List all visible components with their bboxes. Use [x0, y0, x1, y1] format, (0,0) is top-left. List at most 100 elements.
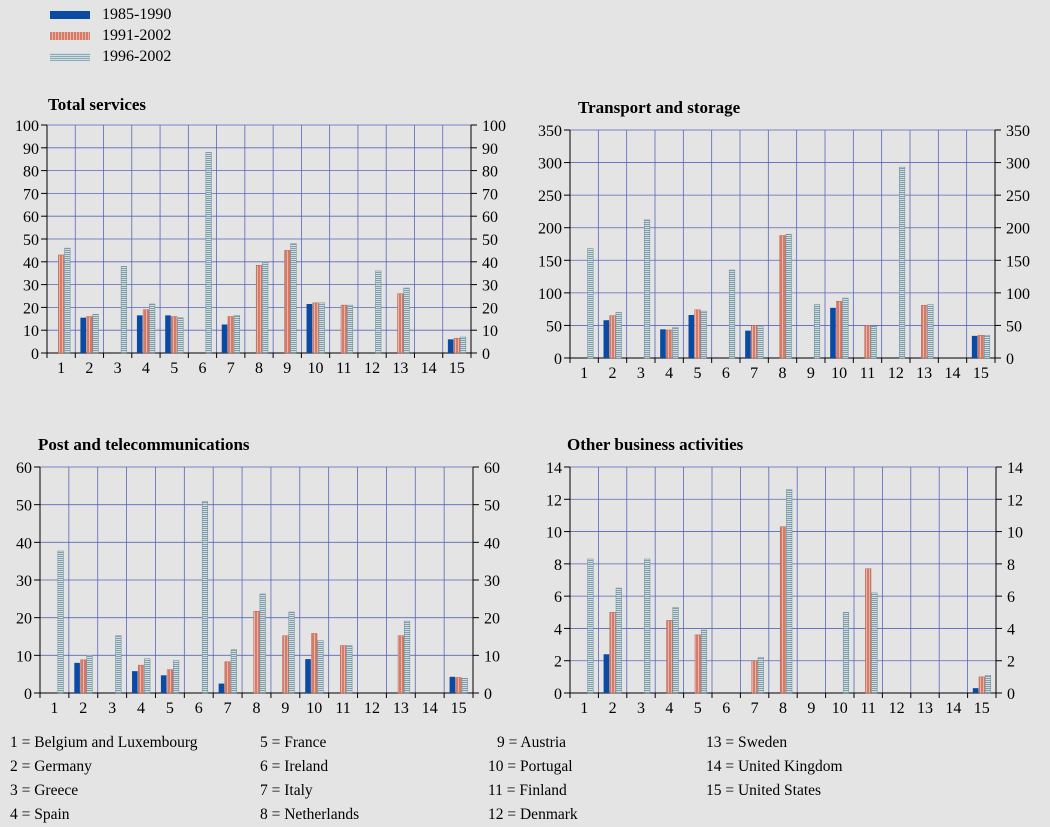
x-tick-label: 5 [694, 365, 702, 382]
x-tick-label: 2 [85, 360, 93, 377]
bar-1996-2002-cat-2 [615, 587, 622, 694]
bar-1985-1990-cat-2 [80, 317, 86, 353]
x-tick-label: 12 [364, 700, 380, 717]
y-tick-label-right: 350 [1006, 123, 1030, 140]
x-tick-label: 10 [306, 700, 322, 717]
bar-1991-2002-cat-7 [224, 661, 231, 694]
y-tick-label-left: 0 [31, 346, 39, 363]
bar-1996-2002-cat-6 [728, 269, 736, 359]
x-tick-label: 6 [198, 360, 206, 377]
x-tick-label: 12 [888, 365, 904, 382]
y-tick-label-right: 250 [1006, 188, 1030, 205]
bar-1991-2002-cat-4 [666, 329, 673, 359]
bar-1985-1990-cat-15 [447, 339, 454, 353]
bar-1996-2002-cat-8 [259, 593, 266, 694]
bar-1985-1990-cat-2 [74, 662, 80, 693]
bar-1996-2002-cat-9 [813, 304, 821, 359]
y-tick-label-left: 0 [554, 686, 562, 703]
bar-1991-2002-cat-15 [977, 334, 984, 359]
bar-1996-2002-cat-7 [757, 657, 764, 694]
y-tick-label-left: 10 [23, 323, 39, 340]
chart-title: Total services [48, 95, 146, 114]
y-tick-label-left: 40 [23, 255, 39, 272]
bar-1991-2002-cat-4 [142, 309, 149, 354]
bar-1991-2002-cat-2 [609, 315, 616, 359]
x-tick-label: 7 [227, 360, 235, 377]
y-tick-label-right: 20 [482, 300, 498, 317]
y-tick-label-left: 14 [546, 460, 562, 477]
legend-swatch [50, 10, 90, 19]
bar-1996-2002-cat-8 [785, 233, 792, 359]
bar-1991-2002-cat-10 [311, 633, 318, 694]
bar-1996-2002-cat-9 [290, 243, 297, 354]
bar-1996-2002-cat-8 [262, 261, 269, 354]
y-tick-label-right: 0 [484, 686, 492, 703]
bar-1985-1990-cat-5 [160, 675, 167, 693]
x-tick-label: 8 [779, 365, 787, 382]
chart-panel-2: Transport and storage 0 0 50 50 100 100 150 150 2… [538, 98, 1030, 382]
y-tick-label-right: 0 [1007, 686, 1015, 703]
bar-1991-2002-cat-13 [397, 293, 404, 354]
x-tick-label: 2 [609, 365, 617, 382]
y-tick-label-right: 12 [1007, 492, 1023, 509]
chart-title: Transport and storage [578, 98, 741, 117]
x-tick-label: 5 [170, 360, 178, 377]
y-tick-label-left: 300 [538, 156, 562, 173]
chart-panel-1: Total services 0 0 10 10 20 20 30 30 40 40 50 50 60 60… [15, 95, 506, 377]
bar-1991-2002-cat-15 [455, 677, 462, 694]
y-tick-label-right: 50 [1006, 318, 1022, 335]
bar-1996-2002-cat-15 [983, 334, 991, 359]
bar-1996-2002-cat-10 [842, 297, 849, 359]
x-tick-label: 3 [108, 700, 116, 717]
y-tick-label-right: 80 [482, 164, 498, 181]
x-tick-label: 3 [637, 700, 645, 717]
bar-1991-2002-cat-8 [779, 235, 786, 359]
bar-1985-1990-cat-7 [221, 324, 228, 353]
bar-1996-2002-cat-6 [201, 501, 209, 694]
x-tick-label: 10 [308, 360, 324, 377]
bar-1996-2002-cat-2 [615, 312, 622, 359]
y-tick-label-right: 0 [482, 346, 490, 363]
x-tick-label: 12 [889, 700, 905, 717]
bar-1991-2002-cat-2 [80, 659, 87, 694]
x-tick-label: 13 [916, 365, 932, 382]
y-tick-label-right: 30 [484, 573, 500, 590]
x-tick-label: 4 [137, 700, 145, 717]
y-tick-label-left: 100 [538, 286, 562, 303]
bar-1996-2002-cat-2 [92, 313, 99, 354]
y-tick-label-left: 30 [16, 573, 32, 590]
y-tick-label-left: 20 [16, 611, 32, 628]
legend-swatch [50, 52, 90, 61]
y-tick-label-right: 40 [482, 255, 498, 272]
bar-1991-2002-cat-8 [255, 264, 263, 354]
bar-1991-2002-cat-7 [227, 316, 234, 354]
x-tick-label: 1 [580, 700, 588, 717]
y-tick-label-left: 50 [16, 498, 32, 515]
x-tick-label: 7 [224, 700, 232, 717]
bar-1996-2002-cat-15 [984, 674, 992, 694]
y-tick-label-right: 60 [482, 209, 498, 226]
y-tick-label-left: 10 [546, 525, 562, 542]
x-tick-label: 12 [364, 360, 380, 377]
bar-1991-2002-cat-13 [921, 304, 928, 359]
bar-1991-2002-cat-5 [171, 316, 178, 354]
bar-1991-2002-cat-11 [865, 568, 872, 694]
bar-1996-2002-cat-7 [233, 315, 240, 354]
bar-1985-1990-cat-7 [745, 330, 751, 358]
y-tick-label-right: 2 [1007, 654, 1015, 671]
bar-1996-2002-cat-4 [672, 607, 679, 694]
x-tick-label: 11 [336, 360, 351, 377]
legend-item-1991-2002: 1991-2002 [50, 25, 171, 46]
y-tick-label-left: 60 [16, 460, 32, 477]
y-tick-label-left: 12 [546, 492, 562, 509]
x-tick-label: 14 [945, 365, 961, 382]
x-tick-label: 13 [392, 360, 408, 377]
x-tick-label: 3 [114, 360, 122, 377]
x-tick-label: 4 [665, 365, 673, 382]
legend-swatch [50, 31, 90, 40]
bar-1985-1990-cat-10 [305, 659, 311, 693]
legend-label: 1996-2002 [102, 47, 172, 65]
x-tick-label: 7 [750, 365, 758, 382]
x-tick-label: 5 [694, 700, 702, 717]
